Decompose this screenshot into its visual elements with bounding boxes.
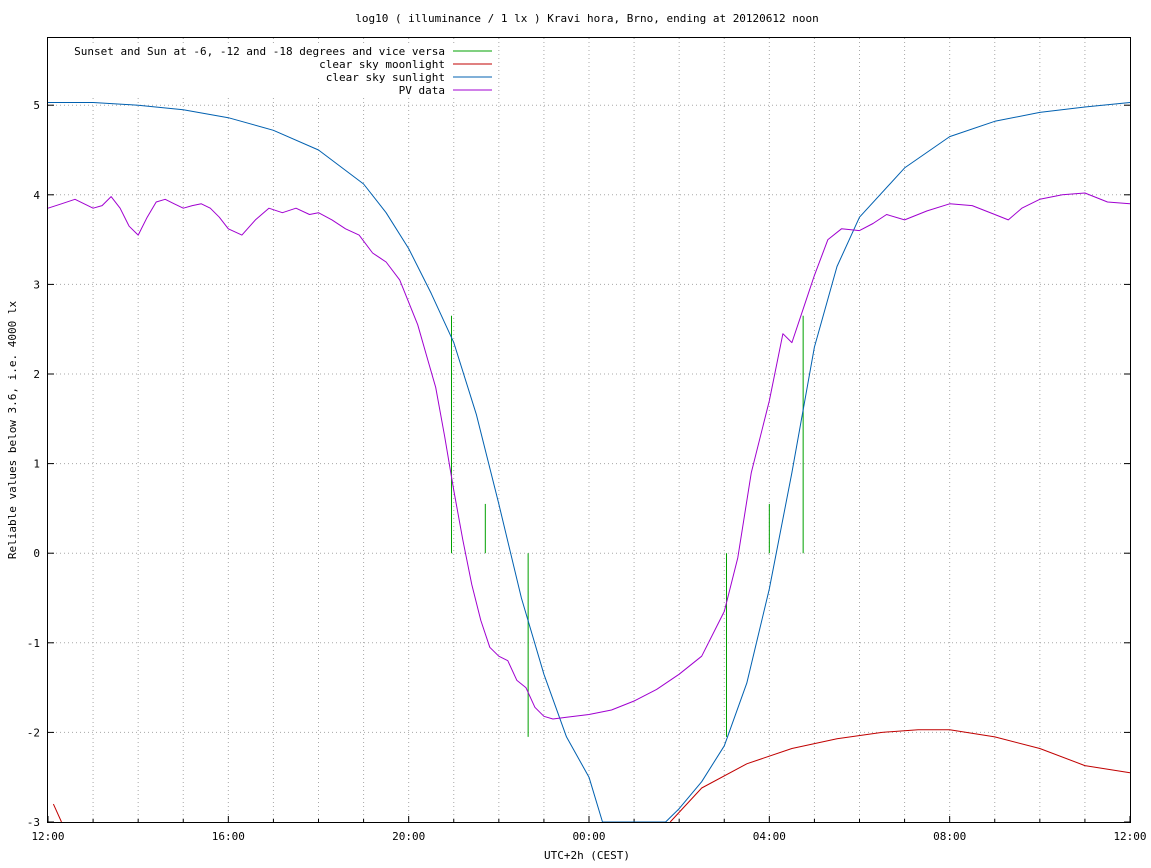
y-tick-label: 5 bbox=[33, 99, 40, 112]
x-tick-label: 00:00 bbox=[572, 830, 605, 843]
y-tick-label: 2 bbox=[33, 368, 40, 381]
y-tick-label: -2 bbox=[27, 726, 40, 739]
legend: Sunset and Sun at -6, -12 and -18 degree… bbox=[50, 45, 496, 97]
plot-frame bbox=[47, 37, 1131, 823]
x-tick-label: 04:00 bbox=[753, 830, 786, 843]
legend-label: PV data bbox=[399, 84, 445, 97]
grid bbox=[48, 38, 1130, 822]
y-tick-label: -3 bbox=[27, 816, 40, 829]
chart-title: log10 ( illuminance / 1 lx ) Kravi hora,… bbox=[355, 12, 819, 25]
legend-background bbox=[50, 71, 496, 84]
legend-background bbox=[50, 58, 496, 71]
y-tick-label: -1 bbox=[27, 637, 40, 650]
y-tick-label: 4 bbox=[33, 189, 40, 202]
x-axis-label: UTC+2h (CEST) bbox=[544, 849, 630, 862]
y-tick-label: 0 bbox=[33, 547, 40, 560]
series-line-clear-sky-sunlight bbox=[48, 102, 1131, 823]
axes: 12:00 16:00 20:00 00:00 04:00 08:00 12:00-3-2-… bbox=[27, 99, 1147, 843]
x-tick-label: 20:00 bbox=[392, 830, 425, 843]
series-line-clear-sky-moonlight bbox=[52, 729, 1131, 823]
x-tick-label: 16:00 bbox=[212, 830, 245, 843]
y-tick-label: 3 bbox=[33, 278, 40, 291]
x-tick-label: 12:00 bbox=[1113, 830, 1146, 843]
legend-background bbox=[50, 45, 496, 58]
legend-background bbox=[50, 84, 496, 97]
y-tick-label: 1 bbox=[33, 458, 40, 471]
series-line-pv-data bbox=[47, 192, 1131, 720]
legend-label: clear sky moonlight bbox=[319, 58, 445, 71]
series-layer bbox=[47, 102, 1131, 823]
y-axis-label: Reliable values below 3.6, i.e. 4000 lx bbox=[6, 300, 19, 559]
x-tick-label: 08:00 bbox=[933, 830, 966, 843]
x-tick-label: 12:00 bbox=[31, 830, 64, 843]
legend-label: clear sky sunlight bbox=[326, 71, 445, 84]
legend-label: Sunset and Sun at -6, -12 and -18 degree… bbox=[74, 45, 445, 58]
